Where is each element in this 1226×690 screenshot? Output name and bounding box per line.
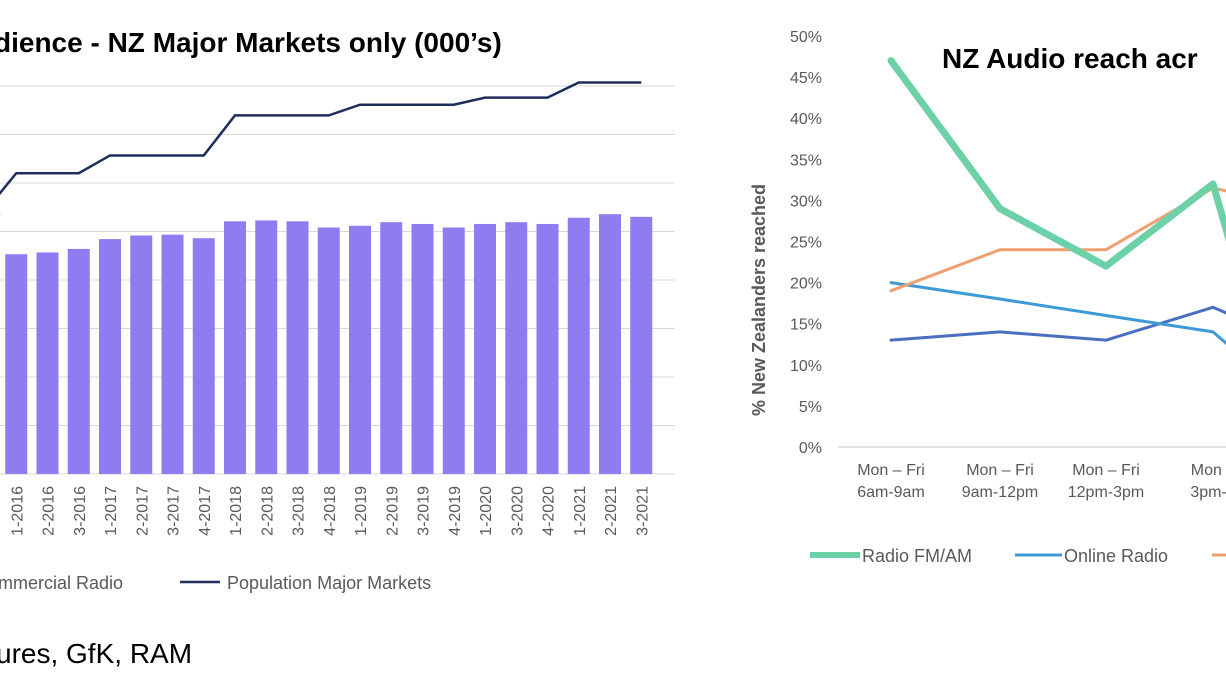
x-tick-1-2016: 1-2016 bbox=[9, 486, 26, 536]
legend-label-commercial-radio: mmercial Radio bbox=[0, 573, 123, 593]
bar-3-2016 bbox=[67, 248, 90, 474]
y-tick-30: 30% bbox=[790, 193, 822, 210]
y-tick-25: 25% bbox=[790, 235, 822, 252]
x-tick-3-2017: 3-2017 bbox=[166, 486, 183, 536]
y-tick-20: 20% bbox=[790, 276, 822, 293]
bar-1-2018 bbox=[224, 221, 246, 474]
left-x-tick-labels: 2-20151-20162-20163-20161-20172-20173-20… bbox=[9, 486, 651, 536]
x-tick-1-2017: 1-2017 bbox=[103, 486, 120, 536]
x-tick-line2-0: 6am-9am bbox=[857, 484, 925, 501]
x-tick-1-2018: 1-2018 bbox=[228, 486, 245, 536]
bar-4-2019 bbox=[442, 227, 465, 474]
y-tick-50: 50% bbox=[790, 29, 822, 46]
x-tick-4-2017: 4-2017 bbox=[197, 486, 214, 536]
bar-1-2017 bbox=[99, 239, 121, 474]
bar-3-2017 bbox=[161, 234, 184, 474]
series-line-1 bbox=[889, 281, 1226, 346]
y-tick-40: 40% bbox=[790, 111, 822, 128]
x-tick-line2-1: 9am-12pm bbox=[962, 484, 1038, 501]
right-series-lines bbox=[887, 57, 1226, 346]
x-tick-line1-2: Mon – Fri bbox=[1072, 462, 1140, 479]
x-tick-4-2019: 4-2019 bbox=[447, 486, 464, 536]
x-tick-4-2018: 4-2018 bbox=[322, 486, 339, 536]
left-bar-line-chart: 2-20151-20162-20163-20161-20172-20173-20… bbox=[0, 27, 675, 669]
right-y-axis-label: % New Zealanders reached bbox=[749, 184, 769, 416]
right-chart-title: NZ Audio reach acr bbox=[942, 43, 1198, 74]
right-legend: Radio FM/AM Online Radio bbox=[810, 546, 1226, 566]
bar-1-2021 bbox=[567, 217, 590, 474]
bar-2-2019 bbox=[380, 222, 403, 474]
bar-3-2019 bbox=[411, 223, 434, 474]
x-tick-3-2016: 3-2016 bbox=[72, 486, 89, 536]
x-tick-2-2016: 2-2016 bbox=[41, 486, 58, 536]
bar-3-2021 bbox=[630, 216, 653, 474]
y-tick-0: 0% bbox=[799, 440, 822, 457]
population-line bbox=[0, 81, 642, 216]
x-tick-1-2019: 1-2019 bbox=[353, 486, 370, 536]
bar-1-2020 bbox=[474, 223, 496, 474]
series-line-3 bbox=[889, 305, 1226, 342]
x-tick-line1-3: Mon – bbox=[1191, 462, 1226, 479]
x-tick-line1-0: Mon – Fri bbox=[857, 462, 925, 479]
x-tick-2-2021: 2-2021 bbox=[603, 486, 620, 536]
bar-2-2016 bbox=[36, 252, 59, 474]
x-tick-3-2019: 3-2019 bbox=[416, 486, 433, 536]
legend-label-radio-fm-am: Radio FM/AM bbox=[862, 546, 972, 566]
x-tick-2-2017: 2-2017 bbox=[134, 486, 151, 536]
x-tick-2-2018: 2-2018 bbox=[259, 486, 276, 536]
bar-1-2019 bbox=[349, 225, 371, 474]
x-tick-line1-1: Mon – Fri bbox=[966, 462, 1034, 479]
left-legend: mmercial Radio Population Major Markets bbox=[0, 573, 431, 593]
x-tick-line2-3: 3pm-7 bbox=[1190, 484, 1226, 501]
legend-label-online-radio: Online Radio bbox=[1064, 546, 1168, 566]
x-tick-3-2018: 3-2018 bbox=[291, 486, 308, 536]
bar-1-2016 bbox=[5, 254, 28, 474]
series-line-0 bbox=[887, 57, 1226, 270]
bar-4-2017 bbox=[192, 238, 215, 474]
bar-2-2018 bbox=[255, 220, 278, 474]
source-note: ures, GfK, RAM bbox=[0, 638, 192, 669]
right-line-chart: 0% 5% 10% 15% 20% 25% 30% 35% 40% 45% 50% Mon – Fr… bbox=[749, 29, 1226, 566]
left-chart-title: dience - NZ Major Markets only (000’s) bbox=[0, 27, 502, 58]
bar-4-2020 bbox=[536, 223, 559, 474]
legend-label-population: Population Major Markets bbox=[227, 573, 431, 593]
bar-3-2020 bbox=[505, 222, 528, 474]
y-tick-10: 10% bbox=[790, 358, 822, 375]
series-line-2 bbox=[889, 186, 1226, 293]
right-y-tick-labels: 0% 5% 10% 15% 20% 25% 30% 35% 40% 45% 50% bbox=[790, 29, 822, 457]
y-tick-35: 35% bbox=[790, 152, 822, 169]
x-tick-2-2019: 2-2019 bbox=[384, 486, 401, 536]
x-tick-1-2021: 1-2021 bbox=[572, 486, 589, 536]
y-tick-15: 15% bbox=[790, 317, 822, 334]
bar-2-2021 bbox=[599, 214, 621, 474]
x-tick-1-2020: 1-2020 bbox=[478, 486, 495, 536]
x-tick-4-2020: 4-2020 bbox=[541, 486, 558, 536]
right-x-tick-labels: Mon – Fri 6am-9am Mon – Fri 9am-12pm Mon – F… bbox=[857, 462, 1226, 501]
y-tick-5: 5% bbox=[799, 399, 822, 416]
x-tick-line2-2: 12pm-3pm bbox=[1068, 484, 1144, 501]
y-tick-45: 45% bbox=[790, 70, 822, 87]
bar-3-2018 bbox=[286, 221, 309, 474]
x-tick-3-2020: 3-2020 bbox=[509, 486, 526, 536]
bar-4-2018 bbox=[317, 227, 340, 474]
left-bars bbox=[5, 214, 653, 474]
x-tick-3-2021: 3-2021 bbox=[634, 486, 651, 536]
bar-2-2017 bbox=[130, 235, 153, 474]
